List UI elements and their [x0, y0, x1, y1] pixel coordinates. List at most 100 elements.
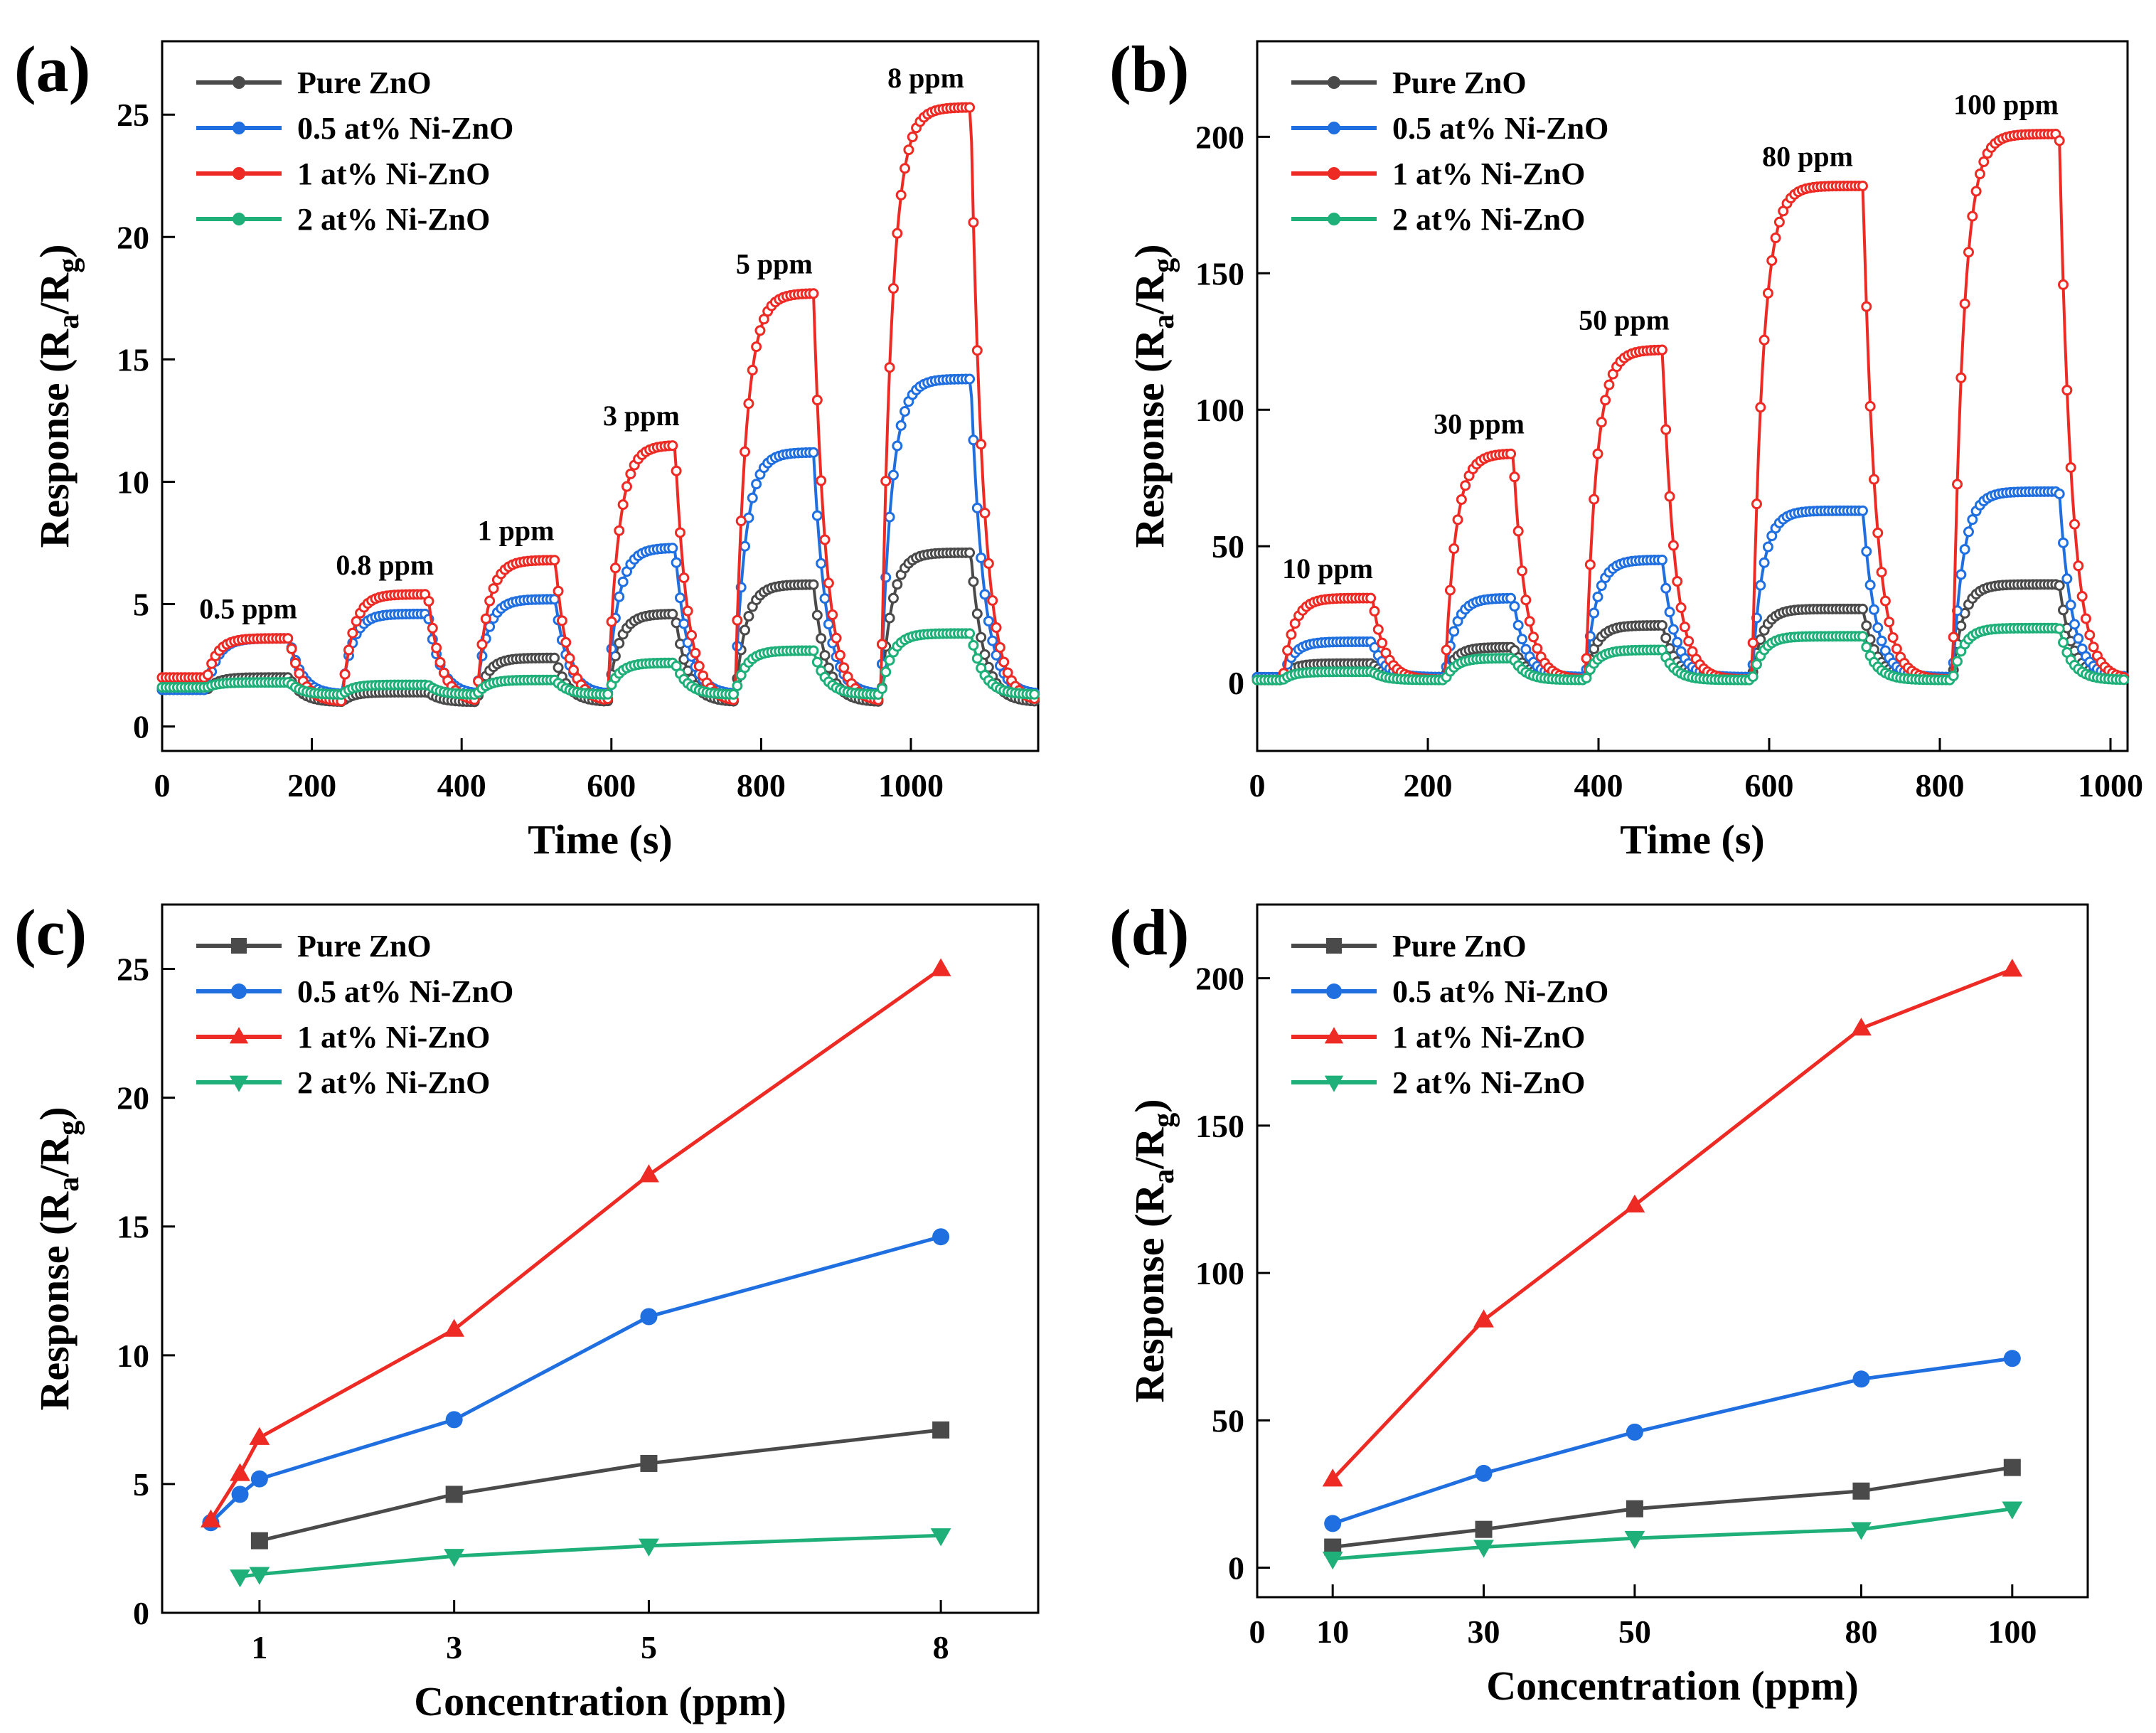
- data-point: [1963, 526, 1974, 538]
- data-point: [971, 345, 983, 356]
- legend-marker-0-5-at-ni-zno: [1326, 983, 1342, 999]
- concentration-annotation: 1 ppm: [478, 515, 555, 547]
- data-point-pure-zno: [2003, 1459, 2021, 1476]
- data-point: [1762, 287, 1773, 299]
- data-point-0-5-at-ni-zno: [1852, 1370, 1870, 1388]
- data-point-2-at-ni-zno: [1473, 1540, 1494, 1558]
- data-point: [1532, 643, 1543, 654]
- data-point: [1365, 592, 1377, 604]
- data-point: [1955, 620, 1967, 631]
- plot-frame: [161, 40, 1040, 752]
- y-tick-label: 50: [1212, 528, 1244, 565]
- data-point: [831, 632, 842, 644]
- x-tick-label: 0: [154, 767, 171, 804]
- data-point: [1656, 554, 1667, 565]
- data-point: [895, 420, 907, 431]
- data-point-1-at-ni-zno: [444, 1318, 465, 1337]
- data-point: [1857, 505, 1868, 516]
- data-point: [991, 622, 1002, 634]
- legend-label-2-at-ni-zno: 2 at% Ni-ZnO: [1392, 202, 1585, 237]
- data-point: [1872, 622, 1884, 634]
- data-point: [1372, 624, 1384, 635]
- legend-marker-0-5-at-ni-zno: [233, 122, 245, 134]
- data-point: [2088, 641, 2099, 653]
- data-point-0-5-at-ni-zno: [640, 1308, 658, 1326]
- x-tick-label: 50: [1618, 1614, 1651, 1650]
- data-point: [674, 592, 685, 604]
- data-point: [895, 189, 907, 201]
- data-point: [2069, 518, 2080, 530]
- data-point: [971, 502, 983, 513]
- data-point: [1978, 156, 1990, 167]
- data-point: [1581, 672, 1592, 683]
- data-point: [1282, 645, 1293, 656]
- data-point: [1029, 688, 1040, 700]
- data-point: [834, 649, 845, 661]
- y-tick-label: 200: [1195, 961, 1244, 997]
- data-point: [968, 434, 979, 446]
- y-tick-label: 200: [1195, 119, 1244, 155]
- data-point: [2065, 462, 2076, 473]
- data-point: [819, 593, 831, 604]
- data-point: [671, 557, 682, 568]
- data-point: [2058, 537, 2069, 548]
- data-point-1-at-ni-zno: [639, 1164, 659, 1183]
- data-point: [1955, 569, 1967, 580]
- legend-label-1-at-ni-zno: 1 at% Ni-ZnO: [297, 1020, 490, 1055]
- data-point: [1456, 494, 1467, 505]
- data-point: [892, 228, 903, 239]
- legend-label-1-at-ni-zno: 1 at% Ni-ZnO: [1392, 156, 1585, 191]
- data-point: [819, 534, 831, 545]
- data-point: [1603, 379, 1615, 390]
- concentration-annotation: 0.8 ppm: [336, 549, 434, 581]
- y-tick-label: 0: [133, 709, 149, 745]
- data-point: [2054, 580, 2065, 591]
- legend-marker-0-5-at-ni-zno: [231, 983, 247, 999]
- data-point: [964, 102, 976, 113]
- data-point: [553, 585, 564, 597]
- y-axis-title: Response (Ra/Rg): [31, 1107, 85, 1410]
- data-point: [682, 605, 693, 617]
- data-point: [693, 661, 705, 672]
- legend-label-0-5-at-ni-zno: 0.5 at% Ni-ZnO: [297, 111, 513, 146]
- data-point-1-at-ni-zno: [1322, 1468, 1343, 1487]
- data-point: [1592, 448, 1603, 459]
- data-point: [1675, 602, 1687, 614]
- x-tick-label: 3: [446, 1629, 462, 1665]
- y-tick-label: 20: [117, 219, 149, 255]
- data-point-1-at-ni-zno: [201, 1509, 221, 1527]
- concentration-annotation: 100 ppm: [1953, 89, 2059, 121]
- data-point: [1512, 619, 1524, 631]
- data-point: [564, 653, 575, 664]
- data-point: [2080, 613, 2091, 624]
- data-point: [1959, 298, 1970, 309]
- data-point-0-5-at-ni-zno: [1475, 1464, 1493, 1482]
- x-tick-label: 0: [1249, 1614, 1266, 1650]
- series-markers-1-at-ni-zno: [1252, 129, 2130, 686]
- data-point: [2073, 633, 2084, 644]
- legend-label-1-at-ni-zno: 1 at% Ni-ZnO: [297, 156, 490, 191]
- y-tick-label: 50: [1212, 1402, 1244, 1439]
- data-point: [968, 639, 979, 651]
- data-point: [1679, 622, 1690, 633]
- data-point: [964, 373, 976, 385]
- data-point: [808, 645, 819, 656]
- series-markers-0-5-at-ni-zno: [156, 373, 1040, 700]
- series-line-1-at-ni-zno: [209, 967, 942, 1521]
- data-point: [735, 516, 747, 527]
- data-point: [667, 543, 678, 554]
- data-point: [1672, 576, 1683, 587]
- y-axis-title: Response (Ra/Rg): [1126, 244, 1180, 548]
- data-point: [1857, 603, 1868, 614]
- data-point: [884, 511, 895, 523]
- data-point: [289, 657, 301, 668]
- data-point: [732, 614, 743, 626]
- data-point: [1861, 545, 1872, 557]
- plot-frame: [1256, 903, 2089, 1599]
- data-point: [2065, 599, 2076, 611]
- data-point: [740, 624, 751, 636]
- plot-frame: [161, 903, 1040, 1614]
- data-point-1-at-ni-zno: [230, 1463, 250, 1481]
- data-point: [1959, 543, 1970, 555]
- legend-marker-pure-zno: [231, 938, 247, 954]
